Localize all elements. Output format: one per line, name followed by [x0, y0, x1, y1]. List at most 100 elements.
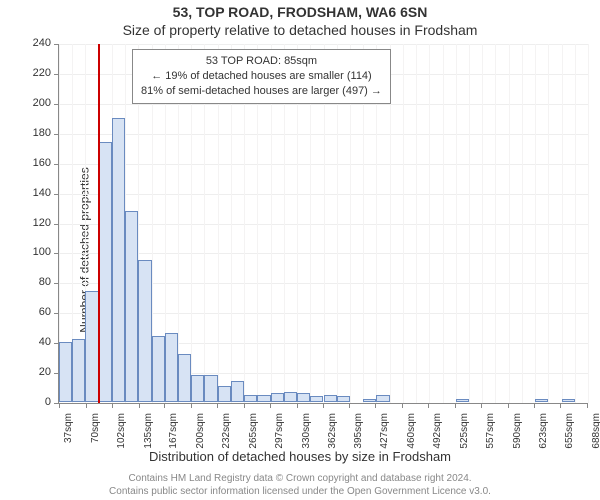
- xtick-label: 395sqm: [353, 413, 364, 453]
- ytick-label: 40: [21, 336, 51, 348]
- vgrid-line: [443, 44, 444, 403]
- ytick-label: 100: [21, 246, 51, 258]
- histogram-bar: [535, 399, 548, 402]
- page-subtitle: Size of property relative to detached ho…: [0, 22, 600, 38]
- xtick-label: 557sqm: [485, 413, 496, 453]
- ytick-label: 200: [21, 97, 51, 109]
- info-line-1: 53 TOP ROAD: 85sqm: [141, 54, 382, 69]
- histogram-bar: [337, 396, 350, 402]
- xtick-mark: [349, 403, 350, 408]
- histogram-bar: [562, 399, 575, 402]
- ytick-label: 80: [21, 276, 51, 288]
- xtick-label: 427sqm: [379, 413, 390, 453]
- vgrid-line: [522, 44, 523, 403]
- histogram-bar: [138, 260, 151, 402]
- xtick-mark: [270, 403, 271, 408]
- ytick-label: 140: [21, 187, 51, 199]
- histogram-bar: [257, 395, 270, 402]
- ytick-label: 180: [21, 127, 51, 139]
- xtick-label: 70sqm: [90, 413, 101, 453]
- vgrid-line: [482, 44, 483, 403]
- ytick-label: 160: [21, 157, 51, 169]
- histogram-bar: [310, 396, 323, 402]
- vgrid-line: [588, 44, 589, 403]
- vgrid-line: [469, 44, 470, 403]
- xtick-mark: [164, 403, 165, 408]
- xtick-mark: [244, 403, 245, 408]
- xtick-mark: [534, 403, 535, 408]
- histogram-bar: [363, 399, 376, 402]
- xtick-label: 525sqm: [459, 413, 470, 453]
- vgrid-line: [495, 44, 496, 403]
- page: 53, TOP ROAD, FRODSHAM, WA6 6SN Size of …: [0, 0, 600, 500]
- histogram-bar: [456, 399, 469, 402]
- xtick-label: 297sqm: [274, 413, 285, 453]
- histogram-bar: [165, 333, 178, 402]
- attribution-footer: Contains HM Land Registry data © Crown c…: [0, 472, 600, 498]
- vgrid-line: [509, 44, 510, 403]
- footer-line-1: Contains HM Land Registry data © Crown c…: [0, 472, 600, 485]
- histogram-bar: [297, 393, 310, 402]
- histogram-bar: [376, 395, 389, 402]
- xtick-label: 492sqm: [432, 413, 443, 453]
- vgrid-line: [575, 44, 576, 403]
- histogram-bar: [284, 392, 297, 402]
- ytick-label: 220: [21, 67, 51, 79]
- vgrid-line: [562, 44, 563, 403]
- xtick-mark: [402, 403, 403, 408]
- xtick-label: 330sqm: [301, 413, 312, 453]
- xtick-mark: [587, 403, 588, 408]
- xtick-mark: [560, 403, 561, 408]
- xtick-label: 623sqm: [538, 413, 549, 453]
- xtick-mark: [191, 403, 192, 408]
- info-box: 53 TOP ROAD: 85sqm ← 19% of detached hou…: [132, 49, 391, 104]
- xtick-label: 200sqm: [195, 413, 206, 453]
- ytick-label: 0: [21, 396, 51, 408]
- xtick-mark: [508, 403, 509, 408]
- xtick-label: 460sqm: [406, 413, 417, 453]
- page-title: 53, TOP ROAD, FRODSHAM, WA6 6SN: [0, 4, 600, 20]
- histogram-bar: [231, 381, 244, 402]
- xtick-label: 655sqm: [564, 413, 575, 453]
- xtick-mark: [481, 403, 482, 408]
- histogram-bar: [244, 395, 257, 402]
- xtick-label: 265sqm: [248, 413, 259, 453]
- xtick-mark: [139, 403, 140, 408]
- xtick-label: 167sqm: [168, 413, 179, 453]
- xtick-mark: [428, 403, 429, 408]
- vgrid-line: [535, 44, 536, 403]
- ytick-label: 20: [21, 366, 51, 378]
- xtick-label: 102sqm: [116, 413, 127, 453]
- vgrid-line: [416, 44, 417, 403]
- histogram-bar: [125, 211, 138, 402]
- xtick-mark: [86, 403, 87, 408]
- ytick-label: 120: [21, 217, 51, 229]
- vgrid-line: [403, 44, 404, 403]
- footer-line-2: Contains public sector information licen…: [0, 485, 600, 498]
- histogram-bar: [178, 354, 191, 402]
- xtick-mark: [375, 403, 376, 408]
- xtick-label: 135sqm: [143, 413, 154, 453]
- info-line-3: 81% of semi-detached houses are larger (…: [141, 84, 382, 99]
- xtick-label: 232sqm: [221, 413, 232, 453]
- plot-container: 02040608010012014016018020022024037sqm70…: [58, 44, 588, 404]
- histogram-bar: [112, 118, 125, 402]
- histogram-bar: [85, 291, 98, 402]
- xtick-mark: [297, 403, 298, 408]
- ytick-label: 60: [21, 306, 51, 318]
- histogram-bar: [218, 386, 231, 402]
- xtick-mark: [59, 403, 60, 408]
- histogram-bar: [191, 375, 204, 402]
- histogram-bar: [204, 375, 217, 402]
- histogram-bar: [152, 336, 165, 402]
- histogram-bar: [99, 142, 112, 402]
- histogram-bar: [59, 342, 72, 402]
- info-line-2: ← 19% of detached houses are smaller (11…: [141, 69, 382, 84]
- xtick-label: 362sqm: [327, 413, 338, 453]
- xtick-mark: [455, 403, 456, 408]
- histogram-bar: [324, 395, 337, 402]
- vgrid-line: [456, 44, 457, 403]
- xtick-label: 37sqm: [63, 413, 74, 453]
- histogram-bar: [271, 393, 284, 402]
- xtick-mark: [323, 403, 324, 408]
